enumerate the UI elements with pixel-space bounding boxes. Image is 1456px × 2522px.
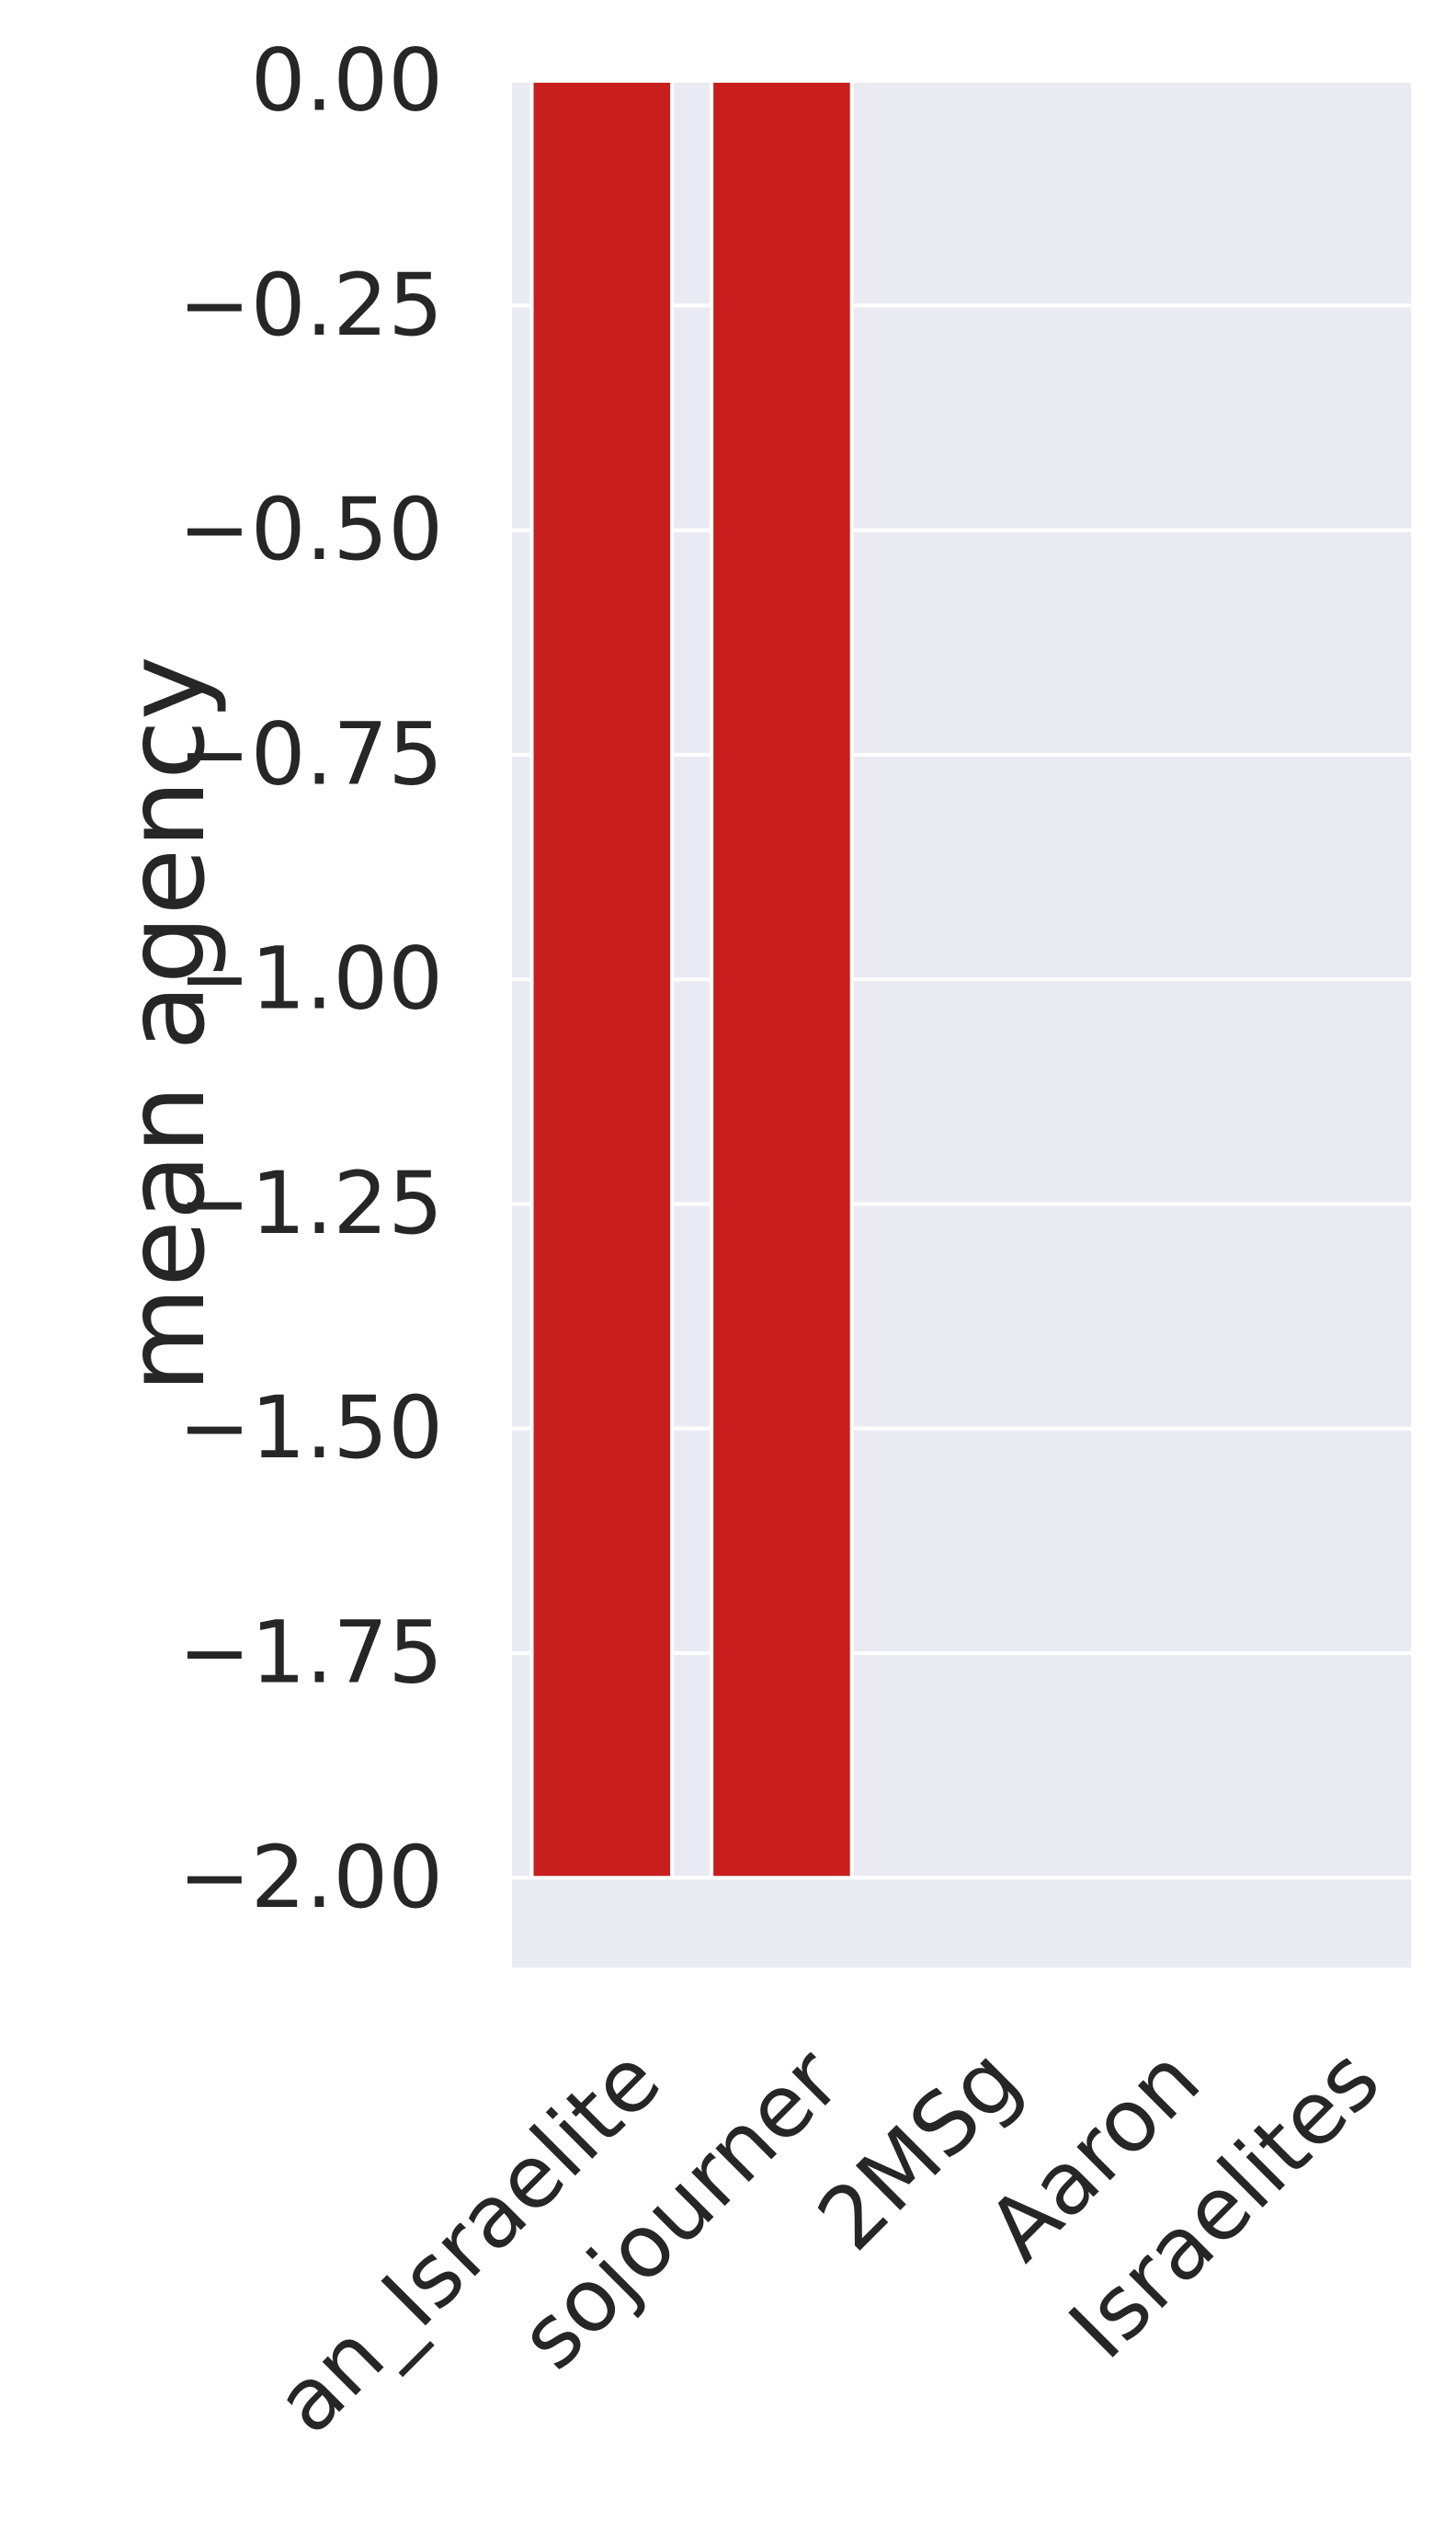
y-tick-label-0: 0.00 [251,31,443,131]
y-tick-label-8: −2.00 [178,1828,443,1928]
bar-sojourner [710,79,854,1880]
y-tick-labels: 0.00 −0.25 −0.50 −0.75 −1.00 −1.25 −1.50 −1.75 −… [178,31,443,1928]
y-axis-label: mean agency [102,656,229,1392]
y-tick-label-6: −1.50 [178,1378,443,1478]
bars [529,79,854,1880]
y-tick-label-1: −0.25 [178,256,443,356]
y-tick-label-3: −0.75 [178,704,443,805]
y-tick-label-2: −0.50 [178,480,443,580]
y-tick-label-7: −1.75 [178,1603,443,1704]
y-tick-label-5: −1.25 [178,1154,443,1254]
bar-an-israelite [529,79,675,1880]
y-tick-label-4: −1.00 [178,930,443,1030]
